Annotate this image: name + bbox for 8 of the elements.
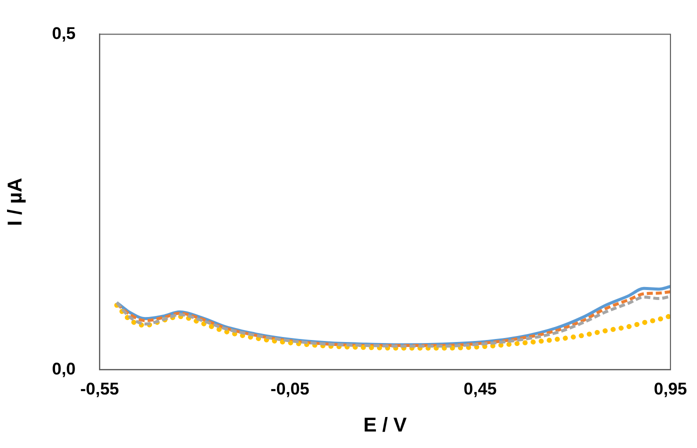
y-tick-label: 0,0	[52, 359, 76, 378]
y-axis-title: I / µA	[4, 178, 27, 226]
x-tick-label: 0,45	[464, 379, 497, 398]
x-tick-label: -0,05	[270, 379, 310, 398]
x-tick-label: 0,95	[654, 379, 688, 398]
y-tick-label: 0,5	[52, 24, 76, 43]
x-tick-label: -0,55	[80, 379, 120, 398]
x-axis-title: E / V	[363, 414, 408, 437]
